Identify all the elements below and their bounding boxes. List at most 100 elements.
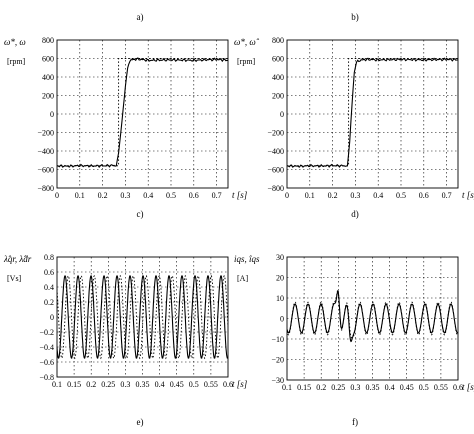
y-tick-label: 0 <box>50 110 54 119</box>
plot-frame <box>286 256 459 381</box>
x-tick-label: 0.15 <box>297 383 311 392</box>
y-tick-label: −0.2 <box>39 328 54 337</box>
panel-letter-b: b) <box>351 12 359 22</box>
series-line-reference <box>287 289 458 339</box>
series-line-measured <box>287 290 458 343</box>
x-tick-label: 0.3 <box>350 383 360 392</box>
x-tick-label: 0.6 <box>189 191 199 200</box>
y-tick-label: 0.2 <box>44 298 54 307</box>
x-tick-label: 0.35 <box>136 380 150 389</box>
x-axis-label: t [s] <box>462 382 474 392</box>
x-tick-label: 0.3 <box>350 191 360 200</box>
x-tick-label: 0.7 <box>212 191 222 200</box>
y-tick-label: 400 <box>272 73 284 82</box>
y-tick-label: −800 <box>267 184 284 193</box>
series-group <box>287 289 458 343</box>
panel-letter-a: a) <box>137 12 144 22</box>
x-tick-label: 0.55 <box>204 380 218 389</box>
x-tick-label: 0.4 <box>385 383 395 392</box>
series-line-measured <box>57 275 228 359</box>
series-line-measured <box>287 57 458 168</box>
y-tick-label: 0 <box>280 110 284 119</box>
series-line-reference <box>57 58 228 167</box>
x-tick-label: 0.4 <box>373 191 383 200</box>
x-axis-label: t [s] <box>232 379 248 389</box>
x-tick-label: 0.4 <box>143 191 153 200</box>
plot-frame <box>286 39 459 189</box>
x-axis-label: t [s] <box>232 190 248 200</box>
y-axis-unit: [A] <box>237 274 248 283</box>
x-tick-label: 0.5 <box>166 191 176 200</box>
x-tick-label: 0.6 <box>223 380 233 389</box>
chart-panel-b: 0 0.1 0.2 0.3 0.4 0.5 0.6 0.7 800 600 400 200 0 −200 −… <box>234 36 474 200</box>
series-group <box>57 275 228 360</box>
y-tick-label: 30 <box>276 253 284 262</box>
x-tick-label: 0 <box>285 191 289 200</box>
y-tick-label: 600 <box>272 55 284 64</box>
x-tick-label: 0.7 <box>442 191 452 200</box>
x-tick-label: 0.5 <box>189 380 199 389</box>
y-tick-label: −600 <box>267 166 284 175</box>
y-axis-label: λ̂qr, λ̂dr <box>3 254 32 264</box>
x-tick-label: 0.2 <box>98 191 108 200</box>
x-tick-label: 0.25 <box>101 380 115 389</box>
y-tick-label: 10 <box>276 294 284 303</box>
y-tick-label: −200 <box>267 129 284 138</box>
chart-panel-a: 0 0.1 0.2 0.3 0.4 0.5 0.6 0.7 800 600 400 200 0 −200 −… <box>4 36 248 200</box>
y-tick-label: 0 <box>50 313 54 322</box>
y-tick-label: 20 <box>276 274 284 283</box>
x-tick-label: 0.45 <box>170 380 184 389</box>
y-tick-label: −0.6 <box>39 358 54 367</box>
y-tick-label: 800 <box>272 36 284 45</box>
y-tick-label: 200 <box>42 92 54 101</box>
x-tick-label: 0.45 <box>400 383 414 392</box>
x-tick-label: 0.15 <box>67 380 81 389</box>
y-tick-label: 600 <box>42 55 54 64</box>
series-line-measured <box>57 57 228 168</box>
x-tick-label: 0.2 <box>86 380 96 389</box>
y-axis-label: ω*, ω̂ <box>234 37 260 47</box>
y-tick-label: −0.4 <box>39 343 54 352</box>
panel-letter-d: d) <box>351 209 359 219</box>
series-group <box>57 57 228 168</box>
x-tick-label: 0.35 <box>366 383 380 392</box>
series-line-reference <box>57 275 228 360</box>
y-tick-label: −600 <box>37 166 54 175</box>
x-tick-label: 0.1 <box>282 383 292 392</box>
y-axis-label: ω*, ω <box>4 37 26 47</box>
x-tick-label: 0.2 <box>316 383 326 392</box>
x-tick-label: 0 <box>55 191 59 200</box>
y-tick-label: −400 <box>37 147 54 156</box>
x-tick-label: 0.5 <box>396 191 406 200</box>
y-tick-label: −30 <box>271 376 284 385</box>
plot-frame <box>56 39 229 189</box>
x-tick-label: 0.25 <box>331 383 345 392</box>
y-axis-unit: [rpm] <box>237 57 256 66</box>
y-tick-label: −800 <box>37 184 54 193</box>
y-tick-label: 0.6 <box>44 268 54 277</box>
panel-letter-c: c) <box>137 209 144 219</box>
x-tick-label: 0.1 <box>52 380 62 389</box>
x-tick-label: 0.55 <box>434 383 448 392</box>
y-tick-label: −0.8 <box>39 373 54 382</box>
x-tick-label: 0.1 <box>75 191 85 200</box>
plot-frame <box>56 256 229 378</box>
y-tick-label: −200 <box>37 129 54 138</box>
chart-panel-f: 0.1 0.15 0.2 0.25 0.3 0.35 0.4 0.45 0.5 0.55 0.6 30… <box>234 253 474 392</box>
y-tick-label: 0.8 <box>44 253 54 262</box>
x-tick-label: 0.6 <box>453 383 463 392</box>
y-tick-label: 200 <box>272 92 284 101</box>
y-tick-label: 800 <box>42 36 54 45</box>
x-tick-label: 0.1 <box>305 191 315 200</box>
y-tick-label: 0.4 <box>44 283 54 292</box>
x-tick-label: 0.3 <box>120 380 130 389</box>
y-tick-label: −10 <box>271 335 284 344</box>
series-group <box>287 57 458 168</box>
y-tick-label: 400 <box>42 73 54 82</box>
y-tick-label: 0 <box>280 315 284 324</box>
y-tick-label: −20 <box>271 356 284 365</box>
x-axis-label: t [s] <box>462 190 474 200</box>
x-tick-label: 0.4 <box>155 380 165 389</box>
series-line-reference <box>287 58 458 167</box>
